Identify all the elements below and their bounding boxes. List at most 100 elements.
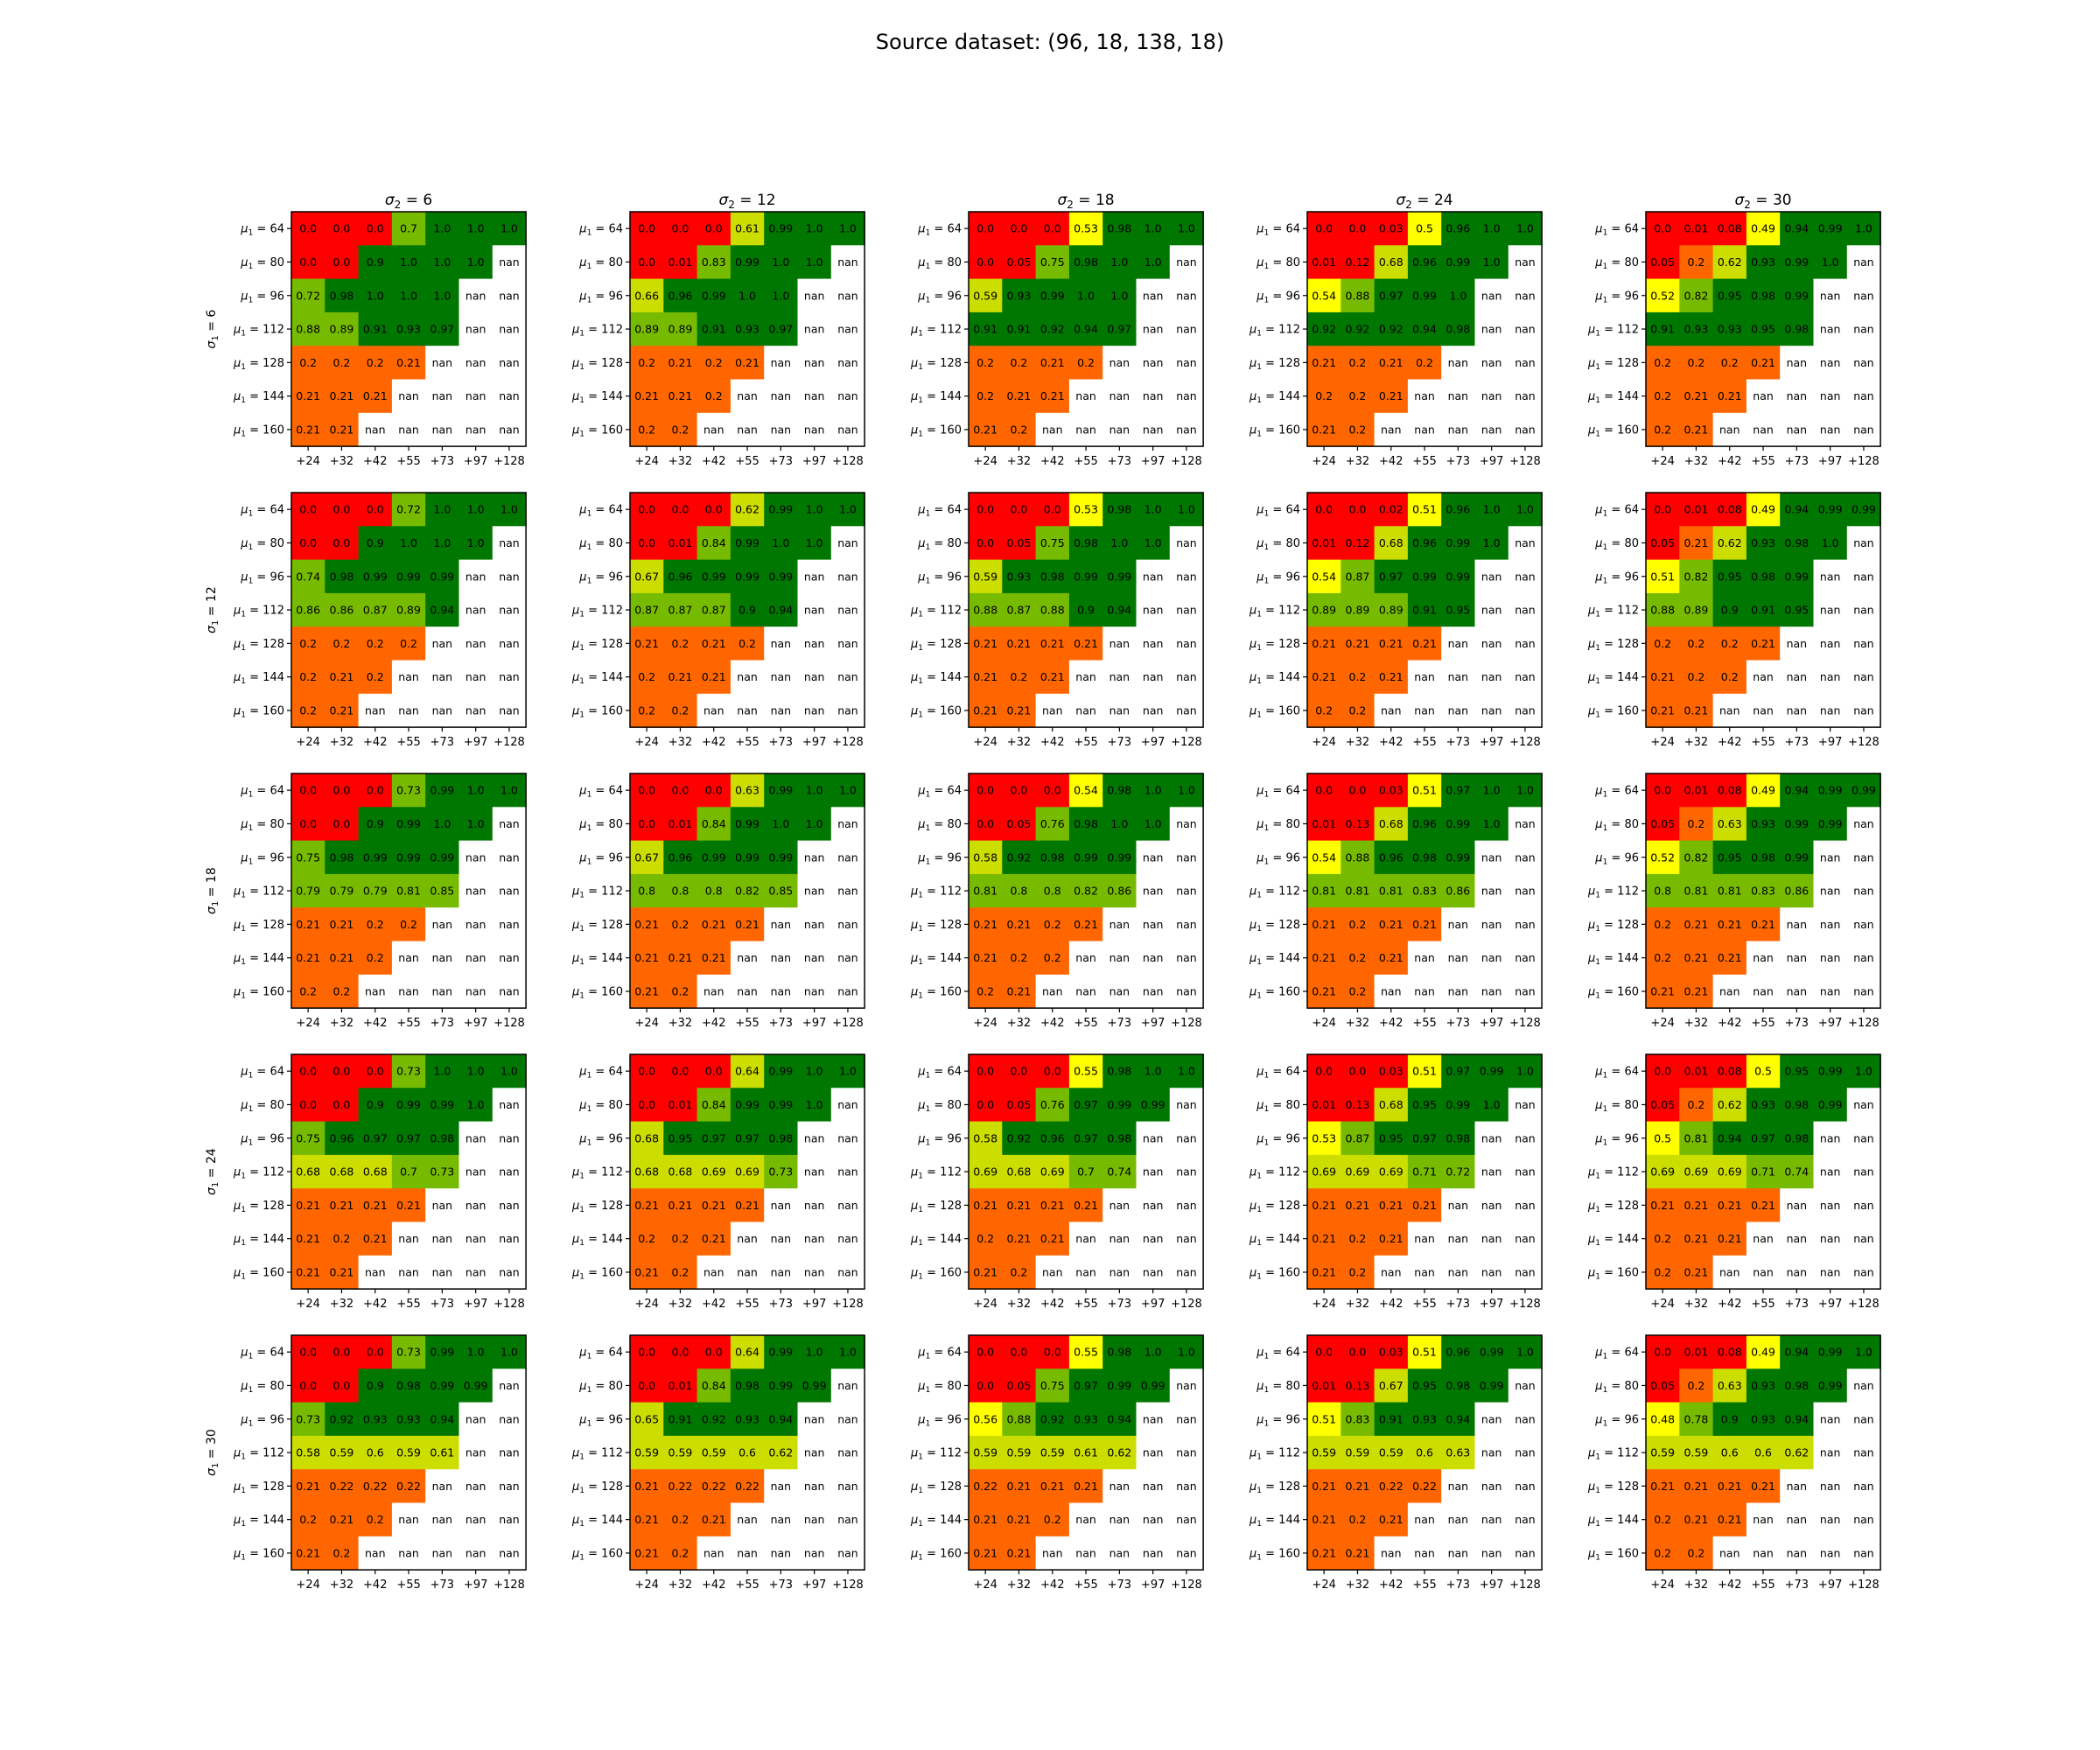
cell-label: 0.0	[1654, 784, 1671, 797]
cell-label: 0.55	[1074, 1065, 1098, 1078]
cell-label: 0.21	[1718, 389, 1742, 402]
cell-label: 0.0	[333, 536, 351, 550]
cell-label: nan	[1448, 670, 1469, 683]
cell-label: nan	[1414, 1513, 1435, 1526]
cell-label: 1.0	[1110, 256, 1128, 269]
cell-label: nan	[1176, 1412, 1197, 1425]
cell-label: 0.99	[396, 850, 421, 864]
heatmap-cell	[325, 626, 360, 662]
cell-label: 0.93	[1074, 1412, 1098, 1425]
cell-label: nan	[837, 885, 858, 898]
cell-label: 0.75	[1040, 1379, 1065, 1392]
cell-label: 0.59	[1312, 1446, 1336, 1460]
cell-label: 0.93	[1751, 817, 1775, 830]
y-tick-label: μ1 = 80	[917, 537, 962, 552]
cell-label: 0.2	[1349, 984, 1367, 998]
y-tick-label: μ1 = 144	[910, 671, 962, 686]
cell-label: 0.68	[1007, 1166, 1032, 1179]
cell-label: 0.61	[1074, 1446, 1098, 1460]
x-tick-label: +97	[1818, 455, 1842, 468]
y-tick-label: μ1 = 64	[917, 1066, 962, 1081]
cell-label: 0.9	[367, 536, 384, 550]
cell-label: nan	[771, 1265, 792, 1278]
cell-label: nan	[1515, 1098, 1536, 1111]
cell-label: 0.2	[976, 389, 994, 402]
heatmap-cell	[425, 559, 460, 594]
cell-label: 0.99	[396, 817, 421, 830]
x-tick-label: +97	[464, 1298, 487, 1311]
y-tick-label: μ1 = 80	[917, 1099, 962, 1114]
cell-label: nan	[1176, 1480, 1197, 1493]
cell-label: 0.0	[976, 784, 994, 797]
heatmap-cell	[1136, 493, 1171, 527]
cell-label: 0.01	[1684, 222, 1709, 235]
cell-label: 0.99	[430, 784, 454, 797]
cell-label: 0.73	[396, 1346, 421, 1359]
cell-label: 1.0	[1483, 222, 1501, 235]
cell-label: 0.85	[430, 885, 454, 898]
cell-label: nan	[398, 951, 419, 964]
cell-label: 0.2	[367, 637, 384, 650]
cell-label: nan	[837, 256, 858, 269]
heatmap-cell	[1169, 660, 1204, 695]
cell-label: nan	[837, 1232, 858, 1245]
heatmap-cell	[425, 493, 460, 527]
cell-label: nan	[1143, 984, 1164, 998]
cell-label: 0.99	[1446, 256, 1470, 269]
heatmap-cell	[1136, 379, 1171, 414]
heatmap-cell	[1679, 346, 1714, 381]
cell-label: 0.88	[1040, 604, 1065, 617]
cell-label: 0.8	[705, 885, 723, 898]
cell-label: 0.2	[1721, 670, 1739, 683]
heatmap-cell	[630, 212, 664, 246]
cell-label: 0.2	[299, 670, 317, 683]
cell-label: nan	[1820, 1546, 1841, 1559]
cell-label: nan	[1075, 1513, 1096, 1526]
heatmap-cell	[1102, 660, 1138, 695]
heatmap-cell	[1035, 346, 1070, 381]
cell-label: 0.0	[976, 256, 994, 269]
cell-label: nan	[1820, 1446, 1841, 1460]
x-tick-label: +97	[1480, 1578, 1503, 1592]
cell-label: nan	[432, 918, 453, 931]
heatmap-cell	[730, 346, 765, 381]
cell-label: 0.59	[1346, 1446, 1370, 1460]
cell-label: 0.08	[1718, 1065, 1742, 1078]
cell-label: 1.0	[500, 1346, 518, 1359]
cell-label: nan	[1515, 1199, 1536, 1212]
heatmap-cell	[358, 660, 393, 695]
cell-label: 0.21	[1007, 637, 1032, 650]
cell-label: 0.0	[976, 1065, 994, 1078]
cell-label: 0.01	[1312, 1098, 1336, 1111]
cell-label: 0.21	[1312, 984, 1336, 998]
heatmap-cell	[764, 346, 799, 381]
cell-label: 0.69	[973, 1166, 998, 1179]
cell-label: nan	[1110, 356, 1130, 369]
x-tick-label: +73	[769, 1017, 793, 1030]
cell-label: 0.99	[1412, 570, 1437, 583]
heatmap-cell	[663, 626, 698, 662]
heatmap-cell	[291, 245, 326, 280]
cell-label: 1.0	[467, 503, 485, 516]
y-tick-label: μ1 = 64	[578, 223, 623, 238]
heatmap-cell	[1307, 245, 1341, 280]
cell-label: nan	[804, 1480, 825, 1493]
cell-label: 1.0	[433, 289, 451, 302]
heatmap-cell	[630, 493, 664, 527]
heatmap-cell	[291, 693, 326, 728]
cell-label: nan	[1787, 670, 1808, 683]
cell-label: nan	[804, 423, 825, 436]
cell-label: 0.62	[1718, 1098, 1742, 1111]
cell-label: 1.0	[433, 256, 451, 269]
cell-label: 0.0	[333, 256, 351, 269]
cell-label: 0.21	[1718, 951, 1742, 964]
heatmap-cell	[1508, 212, 1543, 246]
y-tick-label: μ1 = 96	[578, 570, 623, 585]
y-tick-label: μ1 = 112	[1587, 1166, 1639, 1181]
cell-label: nan	[771, 1232, 792, 1245]
y-tick-label: μ1 = 112	[571, 1447, 623, 1462]
cell-label: 0.94	[1784, 222, 1809, 235]
cell-label: nan	[1143, 323, 1164, 336]
cell-label: nan	[1853, 1098, 1874, 1111]
